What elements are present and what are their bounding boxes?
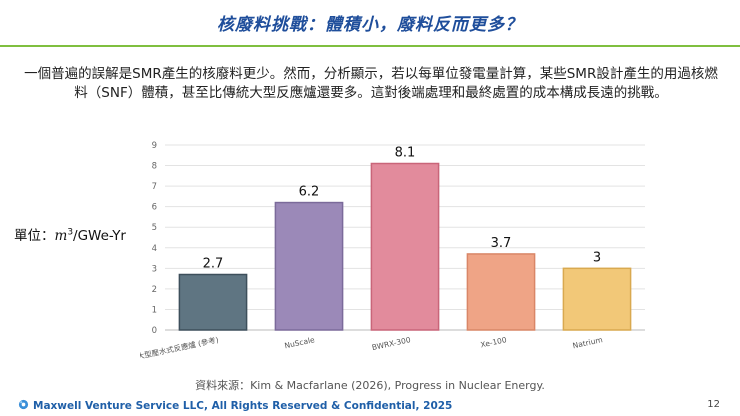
intro-paragraph: 一個普遍的誤解是SMR產生的核廢料更少。然而，分析顯示，若以每單位發電量計算，某…	[24, 66, 718, 101]
y-tick-label: 2	[152, 285, 157, 295]
company-logo-icon	[18, 399, 29, 410]
source-citation: 資料來源：Kim & Macfarlane (2026), Progress i…	[195, 379, 545, 392]
bar-chart-svg: 0 1 2 3 4 5 6 7 8 9 2.7 大型壓水式反應爐 (參考) 6.2 NuScale 8.1 B…	[136, 141, 645, 361]
bar-value-label: 6.2	[299, 185, 320, 200]
bar	[562, 267, 632, 331]
y-tick-label: 6	[152, 203, 157, 213]
x-category-label: Xe-100	[480, 335, 508, 349]
unit-prefix: 單位：	[14, 228, 55, 244]
unit-suffix: /GWe-Yr	[73, 228, 126, 244]
y-tick-label: 5	[152, 223, 157, 233]
y-tick-label: 0	[152, 326, 157, 336]
footer-company: Maxwell Venture Service LLC, All Rights …	[18, 399, 452, 412]
bar-value-label: 3.7	[491, 236, 512, 251]
x-category-label: NuScale	[284, 335, 316, 350]
bar-value-label: 8.1	[395, 146, 416, 161]
y-tick-label: 7	[152, 182, 157, 192]
unit-variable: m	[54, 228, 68, 244]
y-tick-label: 8	[152, 162, 157, 172]
x-category-label: Natrium	[572, 335, 604, 350]
unit-label: 單位：m3/GWe-Yr	[14, 224, 126, 245]
y-tick-label: 9	[152, 141, 157, 151]
y-tick-label: 4	[152, 244, 157, 254]
page-title: 核廢料挑戰：體積小，廢料反而更多？	[217, 15, 523, 35]
bar	[466, 253, 536, 331]
bar-value-label: 3	[593, 250, 601, 265]
bar	[370, 162, 440, 331]
bar-value-label: 2.7	[203, 257, 224, 272]
title-divider	[0, 45, 740, 47]
x-category-label: BWRX-300	[371, 335, 412, 352]
x-category-label: 大型壓水式反應爐 (參考)	[140, 334, 219, 361]
bar-chart: 0 1 2 3 4 5 6 7 8 9 2.7 大型壓水式反應爐 (參考) 6.2 NuScale 8.1 B…	[136, 135, 650, 375]
page-number: 12	[707, 399, 720, 410]
footer-company-text: Maxwell Venture Service LLC, All Rights …	[33, 400, 453, 412]
unit-exponent: 3	[67, 227, 74, 238]
bar	[274, 201, 344, 331]
y-tick-label: 3	[152, 264, 157, 274]
bar	[178, 273, 248, 331]
y-tick-label: 1	[152, 305, 157, 315]
